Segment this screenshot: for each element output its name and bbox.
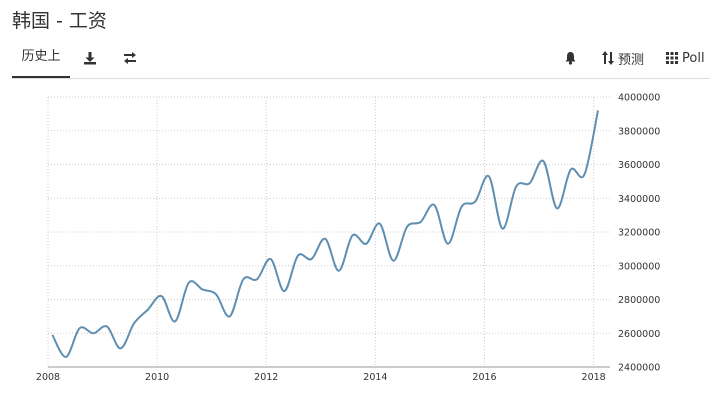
y-tick-label: 3200000	[618, 228, 660, 239]
data-point	[229, 316, 230, 317]
y-tick-label: 3000000	[618, 261, 660, 272]
data-point	[93, 333, 94, 334]
data-point	[529, 183, 530, 184]
wage-line-chart: 2400000 2600000 2800000 3000000 3200000 34000…	[36, 93, 660, 384]
data-point	[243, 279, 244, 280]
x-tick-label: 2008	[36, 372, 60, 383]
forecast-label: 预测	[618, 52, 645, 68]
grid-icon	[666, 52, 678, 64]
exchange-icon	[123, 52, 137, 64]
data-point	[175, 321, 176, 322]
data-point	[202, 289, 203, 290]
y-tick-label: 2400000	[618, 363, 660, 374]
y-tick-label: 3600000	[618, 160, 660, 171]
y-tick-label: 3400000	[618, 194, 660, 205]
compare-button[interactable]	[118, 40, 142, 76]
poll-button[interactable]: Poll	[666, 40, 716, 76]
data-point	[434, 204, 435, 205]
data-point	[188, 282, 189, 283]
x-tick-label: 2014	[363, 372, 387, 383]
data-point	[134, 323, 135, 324]
data-point	[297, 255, 298, 256]
data-point	[393, 260, 394, 261]
page-title: 韩国 - 工资	[12, 10, 107, 32]
chart-toolbar: 历史上	[12, 40, 710, 79]
data-point	[325, 238, 326, 239]
poll-label: Poll	[682, 50, 705, 66]
download-button[interactable]	[78, 40, 102, 76]
data-point	[106, 326, 107, 327]
x-tick-label: 2010	[145, 372, 169, 383]
data-point	[597, 110, 598, 111]
data-point	[284, 291, 285, 292]
x-tick-label: 2018	[582, 372, 606, 383]
x-tick-label: 2016	[472, 372, 496, 383]
series-line	[51, 110, 599, 358]
data-point	[447, 243, 448, 244]
data-point	[338, 270, 339, 271]
data-point	[570, 169, 571, 170]
data-point	[65, 356, 66, 357]
data-point	[256, 279, 257, 280]
x-tick-label: 2012	[254, 372, 278, 383]
tab-history[interactable]: 历史上	[12, 40, 70, 78]
data-point	[584, 174, 585, 175]
data-point	[543, 161, 544, 162]
data-point	[161, 296, 162, 297]
download-icon	[83, 51, 97, 65]
data-point	[406, 226, 407, 227]
alert-button[interactable]	[560, 40, 580, 76]
data-point	[488, 176, 489, 177]
data-point	[147, 309, 148, 310]
data-point	[270, 258, 271, 259]
y-tick-label: 4000000	[618, 93, 660, 104]
data-point	[461, 206, 462, 207]
data-point	[216, 294, 217, 295]
y-tick-label: 2800000	[618, 295, 660, 306]
y-tick-label: 3800000	[618, 126, 660, 137]
chart-area: 2400000 2600000 2800000 3000000 3200000 34000…	[0, 80, 720, 401]
data-point	[420, 221, 421, 222]
y-tick-label: 2600000	[618, 329, 660, 340]
data-point	[516, 186, 517, 187]
data-point	[79, 328, 80, 329]
data-point	[502, 228, 503, 229]
forecast-button[interactable]: 预测	[602, 40, 662, 76]
data-point	[311, 258, 312, 259]
data-point	[352, 235, 353, 236]
data-point	[120, 348, 121, 349]
data-point	[366, 243, 367, 244]
data-point	[557, 208, 558, 209]
data-point	[52, 334, 53, 335]
data-point	[475, 201, 476, 202]
data-point	[379, 223, 380, 224]
sort-arrows-icon	[602, 51, 614, 65]
bell-icon	[564, 51, 577, 65]
